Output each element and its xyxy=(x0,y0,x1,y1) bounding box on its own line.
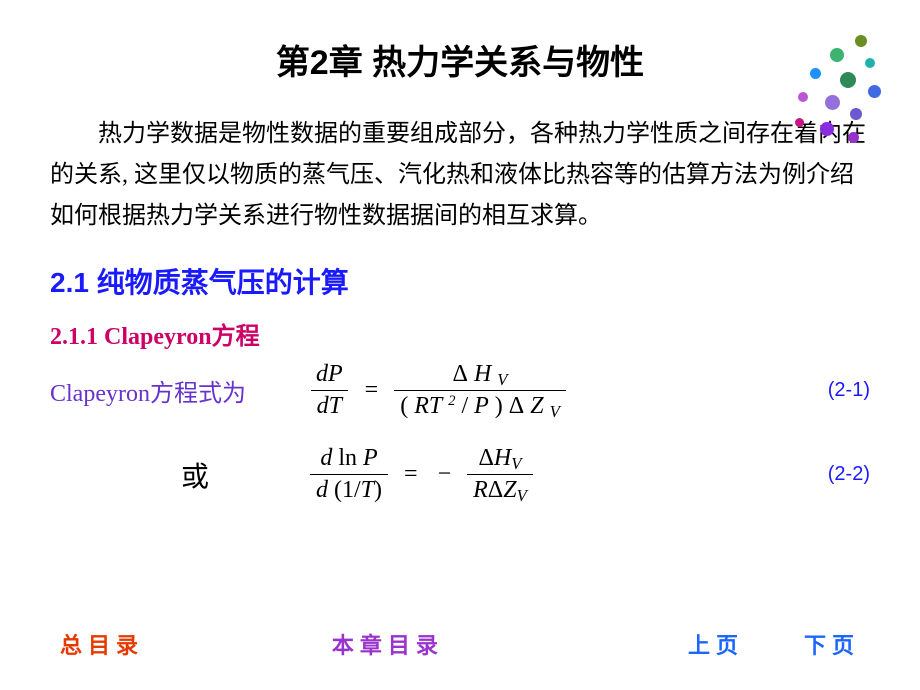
nav-main-toc[interactable]: 总目录 xyxy=(60,628,144,660)
or-label: 或 xyxy=(50,455,280,495)
corner-decoration xyxy=(770,30,890,150)
equation-2: d ln P d (1/T) = − ΔHV RΔZV xyxy=(310,445,533,504)
subsection-title: 2.1.1 Clapeyron方程 xyxy=(50,316,870,351)
nav-bar: 总目录 本章目录 上页 下页 xyxy=(0,628,920,660)
content-area: 热力学数据是物性数据的重要组成部分，各种热力学性质之间存在着内在的关系, 这里仅… xyxy=(0,114,920,504)
section-title: 2.1 纯物质蒸气压的计算 xyxy=(50,261,870,301)
equation-1: dP dT = Δ H V ( RT 2 / P ) Δ Z V xyxy=(310,361,566,420)
equation-2-number: (2-2) xyxy=(828,463,870,486)
nav-prev-page[interactable]: 上页 xyxy=(688,628,744,660)
equation-1-number: (2-1) xyxy=(828,379,870,402)
equation-1-row: Clapeyron方程式为 dP dT = Δ H V ( RT 2 / P )… xyxy=(50,361,870,420)
nav-chapter-toc[interactable]: 本章目录 xyxy=(332,628,444,660)
intro-paragraph: 热力学数据是物性数据的重要组成部分，各种热力学性质之间存在着内在的关系, 这里仅… xyxy=(50,114,870,236)
equation-prefix: Clapeyron方程式为 xyxy=(50,373,280,408)
equation-2-row: 或 d ln P d (1/T) = − ΔHV RΔZV (2-2) xyxy=(50,445,870,504)
nav-next-page[interactable]: 下页 xyxy=(804,628,860,660)
